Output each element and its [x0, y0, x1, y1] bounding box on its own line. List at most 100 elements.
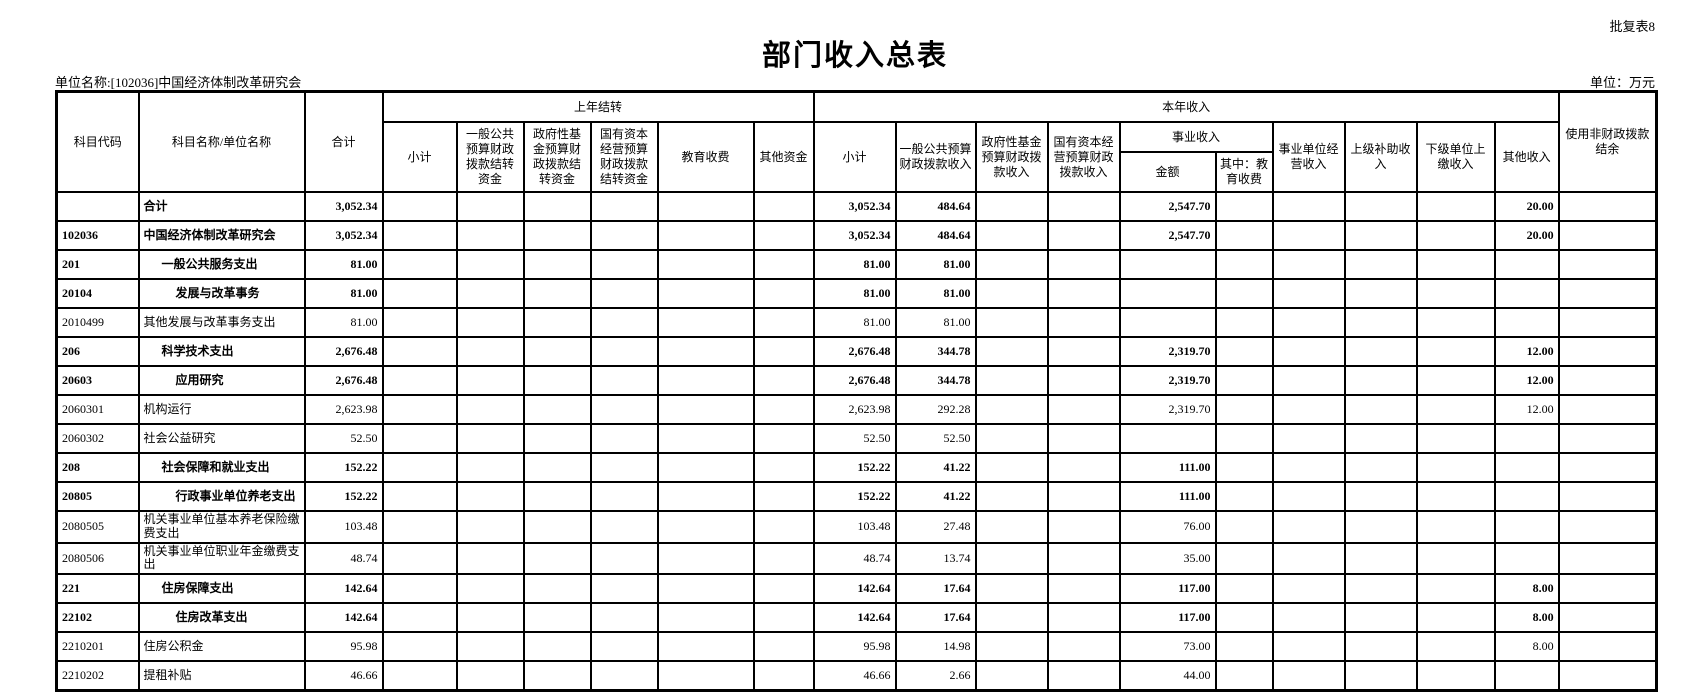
table-row: 208 社会保障和就业支出 152.22 152.22 41.22 111.00 — [55, 452, 1658, 483]
cell-amount — [1271, 365, 1346, 396]
cell-subject-code: 206 — [55, 336, 140, 367]
cell-amount — [1046, 573, 1121, 605]
cell-subject-code: 2060302 — [55, 423, 140, 454]
cell-amount — [1046, 423, 1121, 454]
cell-amount — [455, 541, 525, 576]
cell-amount — [1214, 631, 1274, 663]
cell-amount: 95.98 — [812, 631, 897, 663]
cell-amount — [1214, 336, 1274, 367]
table-row: 206 科学技术支出 2,676.48 2,676.48 344.78 2,319.70 1… — [55, 336, 1658, 367]
cell-amount — [974, 394, 1049, 425]
table-row: 合计 3,052.34 3,052.34 484.64 2,547.70 20.00 — [55, 191, 1658, 222]
cell-amount — [1493, 307, 1560, 338]
cell-amount — [1271, 510, 1346, 544]
cell-amount — [656, 307, 755, 338]
cell-amount — [656, 220, 755, 251]
cell-amount: 73.00 — [1118, 631, 1217, 663]
cell-amount — [522, 631, 592, 663]
cell-amount: 46.66 — [812, 660, 897, 692]
cell-subject-code: 2080505 — [55, 510, 140, 544]
cell-amount — [1214, 660, 1274, 692]
cell-amount — [1214, 452, 1274, 483]
cell-amount — [1557, 423, 1658, 454]
cell-amount — [656, 573, 755, 605]
cell-subject-code: 2010499 — [55, 307, 140, 338]
cell-amount: 81.00 — [812, 249, 897, 280]
col-header-other-revenue: 其他收入 — [1493, 121, 1560, 193]
cell-subject-name: 其他发展与改革事务支出 — [137, 307, 306, 338]
table-body: 合计 3,052.34 3,052.34 484.64 2,547.70 20.00 102… — [55, 191, 1658, 692]
cell-amount — [522, 394, 592, 425]
cell-amount — [381, 510, 458, 544]
cell-amount — [1415, 510, 1496, 544]
cell-subject-name: 社会保障和就业支出 — [137, 452, 306, 483]
cell-amount: 344.78 — [894, 365, 977, 396]
cell-amount — [1214, 541, 1274, 576]
cell-amount: 484.64 — [894, 220, 977, 251]
cell-amount — [752, 452, 815, 483]
cell-amount — [752, 220, 815, 251]
cell-amount: 52.50 — [894, 423, 977, 454]
cell-amount — [522, 423, 592, 454]
cell-amount: 103.48 — [303, 510, 384, 544]
cell-amount — [455, 573, 525, 605]
cell-amount — [1557, 660, 1658, 692]
cell-subject-name: 发展与改革事务 — [137, 278, 306, 309]
cell-amount — [974, 220, 1049, 251]
col-header-grand-total: 合计 — [303, 90, 384, 193]
cell-amount — [1415, 191, 1496, 222]
cell-amount: 142.64 — [812, 573, 897, 605]
cell-amount — [752, 249, 815, 280]
cell-amount: 8.00 — [1493, 631, 1560, 663]
cell-amount — [1271, 602, 1346, 634]
table-row: 20603 应用研究 2,676.48 2,676.48 344.78 2,319.70 1… — [55, 365, 1658, 396]
cell-amount — [1046, 631, 1121, 663]
cell-amount: 17.64 — [894, 573, 977, 605]
cell-amount — [656, 278, 755, 309]
cell-amount — [1343, 631, 1418, 663]
col-header-prev-general-budget: 一般公共预算财政拨款结转资金 — [455, 121, 525, 193]
cell-amount — [381, 249, 458, 280]
cell-amount — [752, 307, 815, 338]
cell-amount — [974, 602, 1049, 634]
cell-amount — [1343, 573, 1418, 605]
cell-amount — [455, 307, 525, 338]
unit-name-label: 单位名称:[102036]中国经济体制改革研究会 — [55, 75, 302, 90]
cell-amount: 48.74 — [812, 541, 897, 576]
cell-amount — [1046, 249, 1121, 280]
cell-amount — [1415, 307, 1496, 338]
cell-amount: 344.78 — [894, 336, 977, 367]
cell-amount — [1343, 336, 1418, 367]
col-header-subordinate-remittance: 下级单位上缴收入 — [1415, 121, 1496, 193]
cell-amount — [522, 660, 592, 692]
cell-amount — [752, 365, 815, 396]
col-header-cur-gov-fund: 政府性基金预算财政拨款收入 — [974, 121, 1049, 193]
cell-amount — [752, 481, 815, 512]
cell-amount — [1214, 394, 1274, 425]
table-row: 2010499 其他发展与改革事务支出 81.00 81.00 81.00 — [55, 307, 1658, 338]
cell-subject-code — [55, 191, 140, 222]
cell-amount — [752, 423, 815, 454]
cell-amount — [455, 394, 525, 425]
cell-amount — [1214, 481, 1274, 512]
cell-amount — [1271, 307, 1346, 338]
cell-amount: 81.00 — [894, 249, 977, 280]
cell-amount — [1415, 541, 1496, 576]
cell-amount — [1271, 220, 1346, 251]
cell-amount — [974, 365, 1049, 396]
cell-amount — [522, 510, 592, 544]
unit-of-measure-label: 单位：万元 — [1589, 75, 1655, 90]
cell-amount — [1557, 191, 1658, 222]
col-group-prev-year-carryover: 上年结转 — [381, 90, 815, 123]
cell-subject-code: 201 — [55, 249, 140, 280]
cell-amount: 2.66 — [894, 660, 977, 692]
cell-amount — [1046, 541, 1121, 576]
cell-amount — [1415, 631, 1496, 663]
cell-amount — [1271, 191, 1346, 222]
col-header-superior-subsidy: 上级补助收入 — [1343, 121, 1418, 193]
cell-amount: 8.00 — [1493, 602, 1560, 634]
cell-amount: 2,676.48 — [303, 365, 384, 396]
cell-amount — [455, 278, 525, 309]
report-page: 批复表8 部门收入总表 单位名称:[102036]中国经济体制改革研究会 单位：… — [55, 19, 1659, 692]
cell-amount — [1046, 365, 1121, 396]
